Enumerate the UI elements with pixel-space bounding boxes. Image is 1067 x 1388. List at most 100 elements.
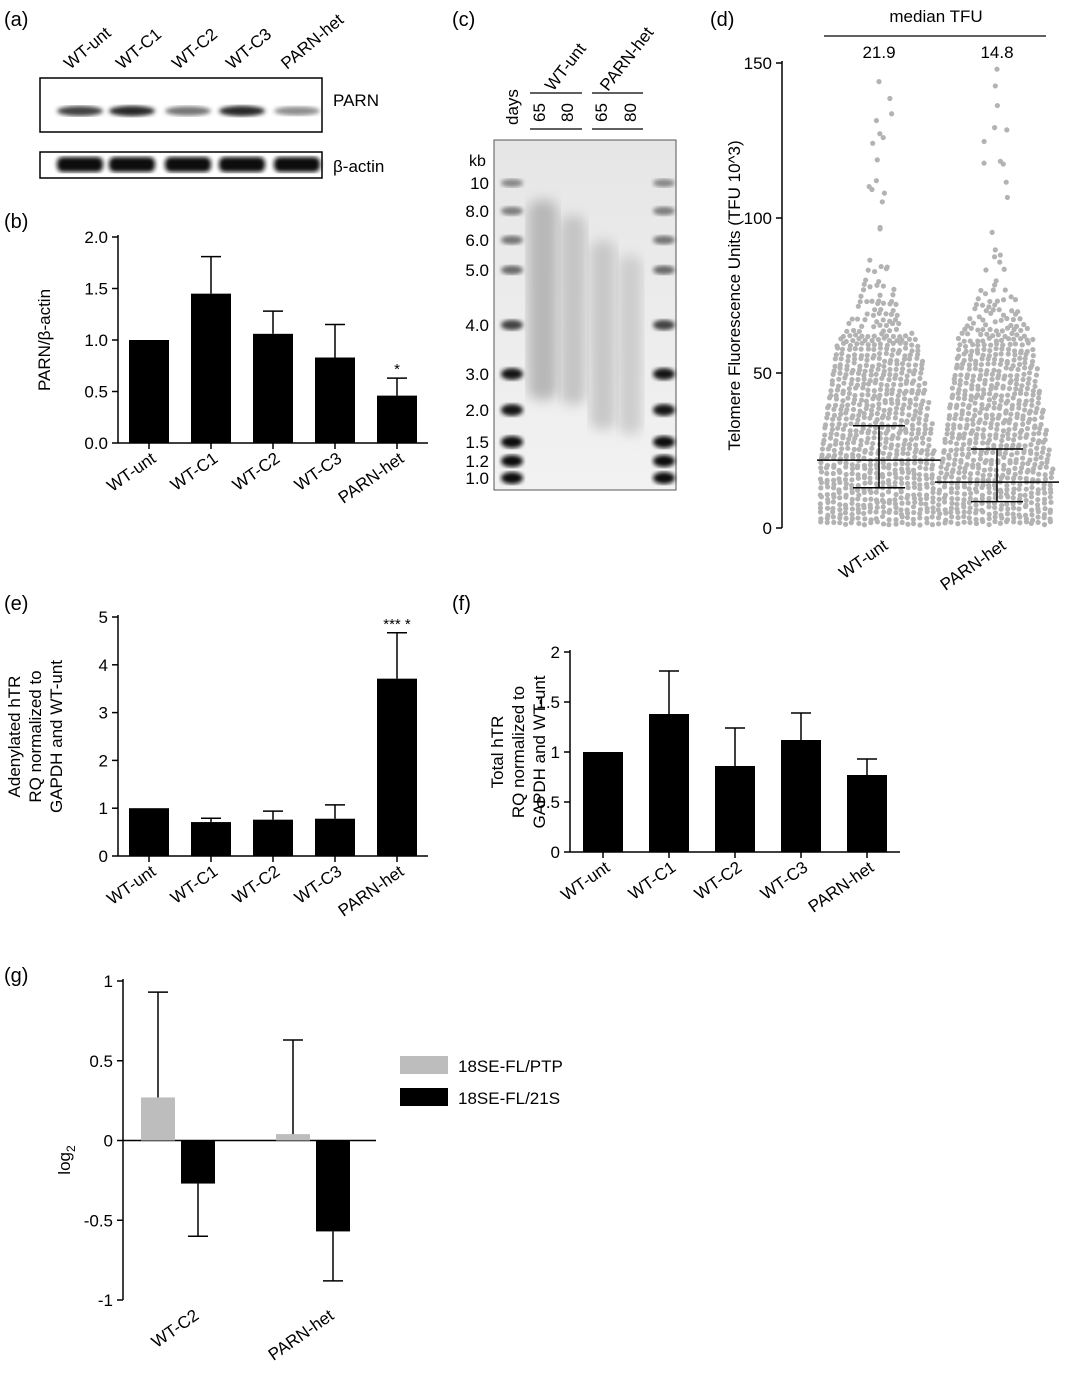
data-point [845, 353, 852, 359]
data-point [843, 481, 849, 487]
bar-PARN-het [847, 775, 887, 852]
data-point [865, 346, 872, 352]
data-point [981, 427, 987, 433]
data-point [873, 516, 879, 522]
data-point [980, 482, 986, 488]
data-point [978, 287, 984, 294]
data-point [975, 470, 981, 476]
data-point [898, 475, 904, 482]
data-point [898, 507, 904, 513]
data-point [837, 370, 843, 376]
data-point [970, 373, 977, 379]
data-point [881, 368, 887, 374]
data-point [866, 428, 872, 434]
data-point [857, 363, 863, 369]
data-point [1004, 443, 1010, 449]
data-point [989, 229, 995, 235]
data-point [843, 471, 849, 478]
data-point [930, 509, 936, 515]
data-point [835, 425, 841, 431]
data-point [980, 477, 986, 483]
data-point [895, 397, 901, 403]
data-point [983, 458, 989, 464]
data-point [900, 446, 906, 452]
data-point [960, 401, 966, 408]
data-point [818, 465, 824, 471]
data-point [959, 330, 965, 336]
data-point [1020, 413, 1026, 419]
data-point [904, 418, 910, 424]
data-point [986, 495, 992, 502]
data-point [826, 453, 832, 459]
data-point [906, 405, 912, 411]
data-point [858, 437, 864, 444]
data-point [844, 440, 851, 446]
data-point [936, 475, 942, 481]
data-point [953, 447, 960, 453]
data-point [1041, 485, 1047, 492]
data-point [896, 321, 902, 327]
data-point [959, 365, 965, 371]
data-point [917, 506, 924, 513]
data-point [1013, 386, 1019, 392]
data-point [877, 224, 883, 231]
data-point [993, 431, 999, 438]
data-points-WT-unt [817, 79, 937, 528]
data-point [991, 254, 998, 260]
data-point [861, 472, 868, 479]
data-point [845, 402, 851, 408]
data-point [969, 428, 976, 434]
data-point [877, 131, 883, 137]
y-tick-label: 1 [551, 743, 560, 762]
data-point [1036, 388, 1043, 394]
data-point [989, 371, 995, 377]
ladder-band [653, 472, 675, 484]
y-axis-label-line: RQ normalized to [509, 686, 528, 818]
data-point [1021, 333, 1027, 339]
data-point [871, 324, 877, 330]
data-point [980, 338, 986, 344]
data-point [1023, 398, 1029, 404]
data-point [937, 511, 943, 517]
data-point [912, 454, 918, 460]
data-point [896, 347, 903, 354]
data-point [851, 396, 858, 403]
data-point [872, 307, 878, 313]
bar-PARN-het [377, 678, 417, 856]
data-point [1010, 437, 1017, 443]
data-point [833, 438, 839, 444]
data-point [876, 405, 882, 412]
data-point [922, 387, 928, 393]
parn-blot-box [39, 77, 323, 133]
data-point [973, 502, 979, 508]
data-point [985, 477, 992, 483]
data-point [944, 426, 951, 432]
data-point [893, 521, 899, 527]
data-point [919, 358, 926, 364]
data-point [909, 342, 915, 348]
data-point [899, 519, 905, 526]
data-point [858, 442, 864, 448]
data-point [1017, 469, 1024, 475]
data-point [1029, 397, 1035, 403]
data-point [966, 515, 972, 521]
data-point [1010, 519, 1017, 525]
data-point [833, 392, 839, 399]
data-point [838, 411, 844, 417]
data-point [836, 467, 842, 473]
data-point [904, 461, 911, 467]
data-point [817, 492, 823, 498]
data-point [979, 302, 986, 308]
bar-WT-unt [129, 808, 169, 856]
data-point [980, 472, 986, 479]
data-point [824, 477, 830, 483]
ladder-band [501, 368, 523, 380]
data-point [993, 278, 999, 284]
data-point [898, 382, 904, 388]
data-point [871, 435, 877, 441]
data-point [880, 521, 887, 527]
data-point [862, 368, 868, 374]
data-point [1047, 494, 1053, 500]
data-point [941, 484, 948, 490]
data-point [1020, 376, 1026, 383]
